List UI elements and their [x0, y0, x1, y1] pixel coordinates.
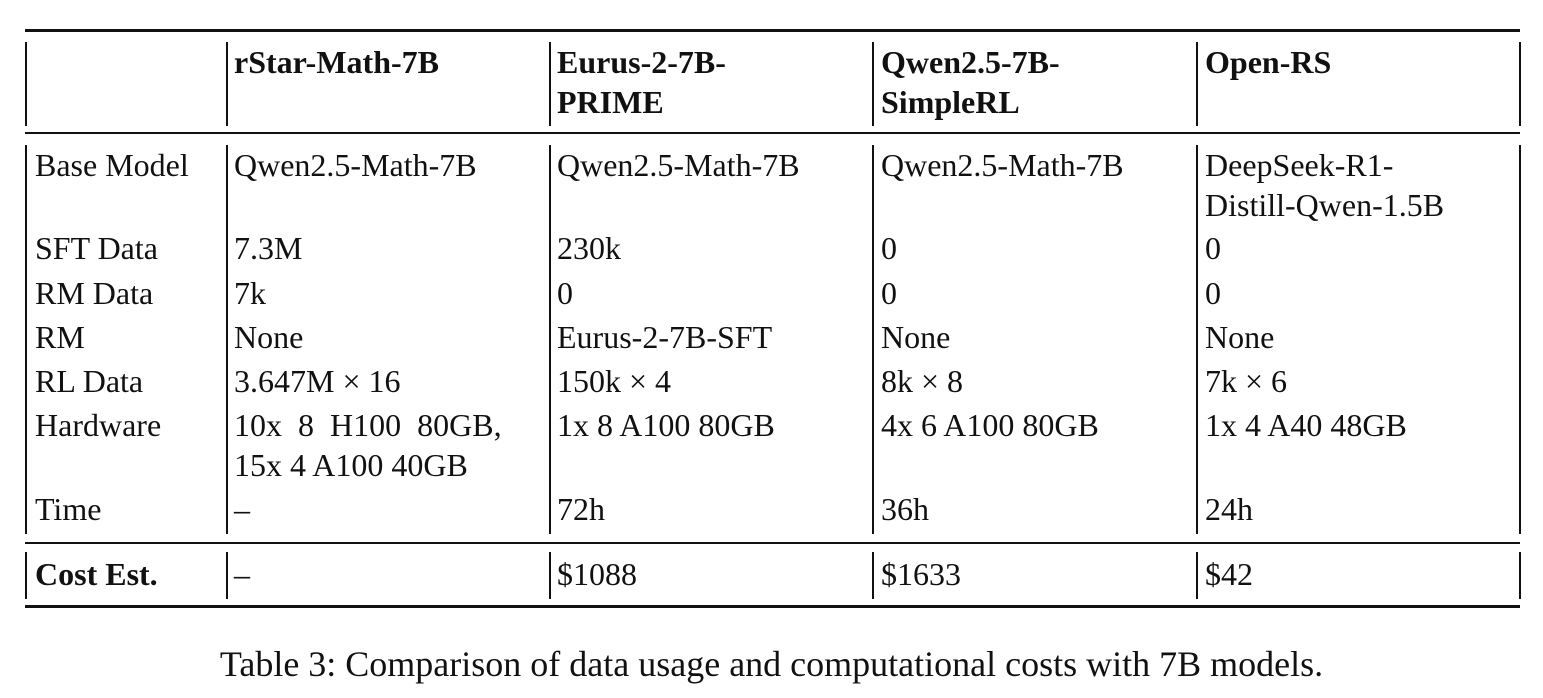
table-cell: – [234, 491, 250, 527]
table-cell: 10x 8 H100 80GB, [234, 407, 502, 443]
column-divider [226, 145, 228, 534]
bottom-rule [25, 605, 1520, 608]
table-cell: $1088 [557, 556, 637, 592]
column-divider [1519, 145, 1521, 534]
table-cell: 150k × 4 [557, 363, 672, 399]
column-divider [25, 42, 27, 126]
table-cell: 1x 4 A40 48GB [1205, 407, 1407, 443]
table-cell: 0 [557, 275, 573, 311]
column-header: Qwen2.5-7B- [881, 44, 1060, 80]
table-cell: DeepSeek-R1- [1205, 147, 1394, 183]
column-header: SimpleRL [881, 84, 1020, 120]
table-cell: 0 [1205, 230, 1221, 266]
column-divider [25, 552, 27, 599]
table-cell: 230k [557, 230, 621, 266]
column-divider [872, 145, 874, 534]
column-divider [226, 552, 228, 599]
column-header: PRIME [557, 84, 664, 120]
column-divider [226, 42, 228, 126]
table-cell: Qwen2.5-Math-7B [881, 147, 1124, 183]
top-rule [25, 29, 1520, 32]
table-cell: Distill-Qwen-1.5B [1205, 187, 1445, 223]
table-cell: Eurus-2-7B-SFT [557, 319, 773, 355]
caption: Table 3: Comparison of data usage and co… [219, 644, 1324, 684]
table-cell: 3.647M × 16 [234, 363, 401, 399]
column-divider [549, 145, 551, 534]
row-label: Base Model [35, 147, 189, 183]
table-cell: 24h [1205, 491, 1253, 527]
row-label: RM [35, 319, 85, 355]
header-rule [25, 132, 1520, 134]
table-cell: Qwen2.5-Math-7B [234, 147, 477, 183]
table-cell: None [1205, 319, 1275, 355]
table-cell: 0 [1205, 275, 1221, 311]
column-divider [549, 552, 551, 599]
column-header: Eurus-2-7B- [557, 44, 726, 80]
row-label: Hardware [35, 407, 162, 443]
table-cell: 7.3M [234, 230, 303, 266]
row-label: SFT Data [35, 230, 158, 266]
table-cell: 1x 8 A100 80GB [557, 407, 775, 443]
table-cell: 8k × 8 [881, 363, 964, 399]
column-divider [25, 145, 27, 534]
column-divider [1519, 552, 1521, 599]
table-cell: 0 [881, 275, 897, 311]
table-cell: Qwen2.5-Math-7B [557, 147, 800, 183]
table-cell: $1633 [881, 556, 961, 592]
column-divider [1196, 42, 1198, 126]
row-label: Cost Est. [35, 556, 158, 592]
table-cell: $42 [1205, 556, 1253, 592]
column-header: Open-RS [1205, 44, 1332, 80]
row-label: RM Data [35, 275, 154, 311]
column-divider [1196, 552, 1198, 599]
column-divider [549, 42, 551, 126]
column-divider [872, 552, 874, 599]
table-cell: – [234, 556, 250, 592]
table-cell: 0 [881, 230, 897, 266]
table-cell: 36h [881, 491, 929, 527]
column-divider [1196, 145, 1198, 534]
column-header: rStar-Math-7B [234, 44, 439, 80]
table-cell: 7k × 6 [1205, 363, 1288, 399]
table-cell: 15x 4 A100 40GB [234, 447, 468, 483]
row-label: Time [35, 491, 102, 527]
table-cell: None [881, 319, 951, 355]
mid-rule [25, 542, 1520, 544]
column-divider [872, 42, 874, 126]
table-cell: 7k [234, 275, 266, 311]
table-cell: 72h [557, 491, 605, 527]
column-divider [1519, 42, 1521, 126]
row-label: RL Data [35, 363, 144, 399]
table-cell: 4x 6 A100 80GB [881, 407, 1099, 443]
table-cell: None [234, 319, 304, 355]
